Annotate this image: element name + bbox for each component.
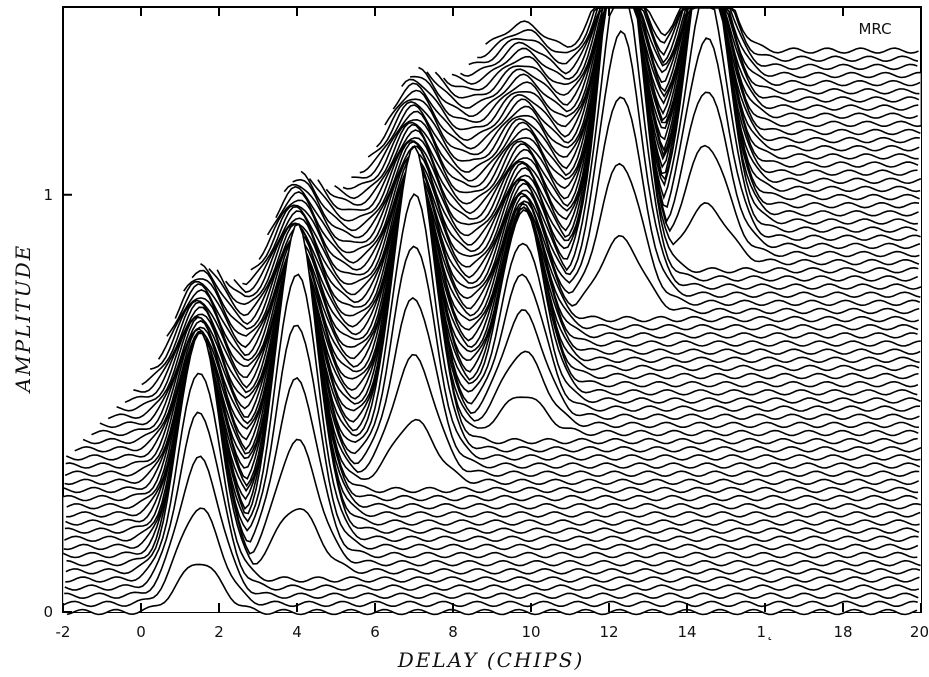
trace-line — [183, 170, 921, 347]
trace-line — [65, 332, 921, 575]
traces-group — [62, 7, 922, 616]
x-axis-title: DELAY (CHIPS) — [397, 648, 585, 672]
x-tick-label: 0 — [136, 623, 146, 641]
trace-mask — [64, 456, 919, 612]
trace-line — [250, 7, 919, 282]
trace-line — [91, 153, 919, 437]
x-tick-label: 4 — [292, 623, 302, 641]
x-tick-label: 12 — [599, 623, 618, 641]
trace-line — [434, 7, 920, 103]
trace-line — [65, 252, 921, 469]
x-tick-label: 20 — [910, 623, 929, 641]
x-tick-label: 14 — [677, 623, 696, 641]
x-tick-label: 18 — [833, 623, 852, 641]
trace-mask — [66, 564, 918, 615]
trace-line — [64, 455, 919, 600]
trace-line — [133, 171, 918, 396]
trace-line — [66, 563, 918, 616]
trace-line — [418, 7, 919, 120]
x-tick-label: 2 — [214, 623, 224, 641]
x-tick-label: 8 — [448, 623, 458, 641]
x-tick-label: 1˛ — [756, 623, 773, 641]
trace-line — [233, 96, 921, 299]
trace-line — [426, 7, 919, 111]
trace-mask — [63, 508, 918, 612]
trace-line — [224, 162, 921, 307]
trace-mask — [65, 333, 920, 612]
trace-line — [216, 167, 920, 315]
trace-line — [65, 372, 920, 583]
trace-line — [392, 7, 920, 144]
y-tick-label: 1 — [43, 186, 53, 204]
y-tick-label: 0 — [43, 603, 53, 621]
trace-line — [63, 507, 918, 608]
x-tick-label: 10 — [521, 623, 540, 641]
trace-line — [258, 7, 919, 274]
trace-line — [107, 161, 920, 421]
trace-line — [124, 165, 921, 404]
trace-line — [410, 7, 922, 128]
trace-line — [64, 411, 920, 591]
corner-label: MRC — [858, 20, 891, 38]
y-axis-title: AMPLITUDE — [11, 244, 35, 394]
x-tick-label: 6 — [370, 623, 380, 641]
trace-line — [208, 171, 919, 323]
y-ticks: 01 — [43, 186, 72, 621]
trace-line — [401, 7, 921, 136]
x-ticks: -2 0 2 4 6 8 10 12 14 1˛ 18 20 — [56, 7, 929, 641]
trace-line — [64, 253, 920, 478]
trace-line — [99, 160, 919, 429]
trace-line — [116, 161, 921, 412]
trace-line — [384, 7, 920, 152]
x-tick-label: -2 — [56, 623, 71, 641]
trace-line — [200, 174, 919, 331]
trace-line — [74, 192, 922, 453]
trace-line — [242, 30, 922, 290]
